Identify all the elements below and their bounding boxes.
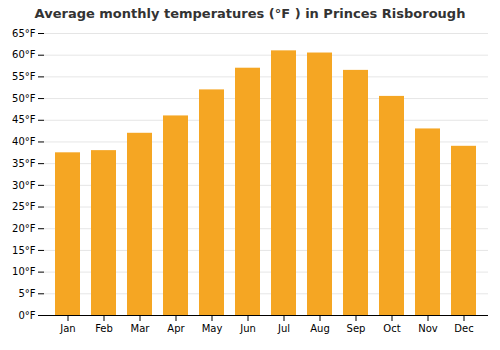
svg-text:Jan: Jan [59, 323, 75, 334]
svg-text:Feb: Feb [95, 323, 113, 334]
svg-text:Aug: Aug [310, 323, 330, 334]
svg-text:Jun: Jun [239, 323, 256, 334]
svg-text:25°F: 25°F [12, 201, 36, 212]
svg-text:Apr: Apr [167, 323, 185, 334]
svg-text:10°F: 10°F [12, 266, 36, 277]
svg-text:60°F: 60°F [12, 49, 36, 60]
svg-text:55°F: 55°F [12, 71, 36, 82]
svg-text:65°F: 65°F [12, 28, 36, 39]
svg-text:45°F: 45°F [12, 114, 36, 125]
html-text:Average monthly temperatures (: Average monthly temperatures (°F ) in Pr… [34, 6, 466, 21]
svg-text:30°F: 30°F [12, 180, 36, 191]
svg-text:May: May [202, 323, 223, 334]
svg-text:15°F: 15°F [12, 245, 36, 256]
svg-text:20°F: 20°F [12, 223, 36, 234]
svg-text:Nov: Nov [418, 323, 438, 334]
svg-text:Jul: Jul [277, 323, 290, 334]
svg-text:Dec: Dec [454, 323, 473, 334]
svg-text:Oct: Oct [383, 323, 400, 334]
svg-text:Mar: Mar [131, 323, 151, 334]
svg-text:Sep: Sep [347, 323, 366, 334]
svg-text:35°F: 35°F [12, 158, 36, 169]
svg-text:0°F: 0°F [18, 310, 35, 321]
svg-text:40°F: 40°F [12, 136, 36, 147]
svg-text:50°F: 50°F [12, 93, 36, 104]
svg-text:5°F: 5°F [18, 288, 35, 299]
